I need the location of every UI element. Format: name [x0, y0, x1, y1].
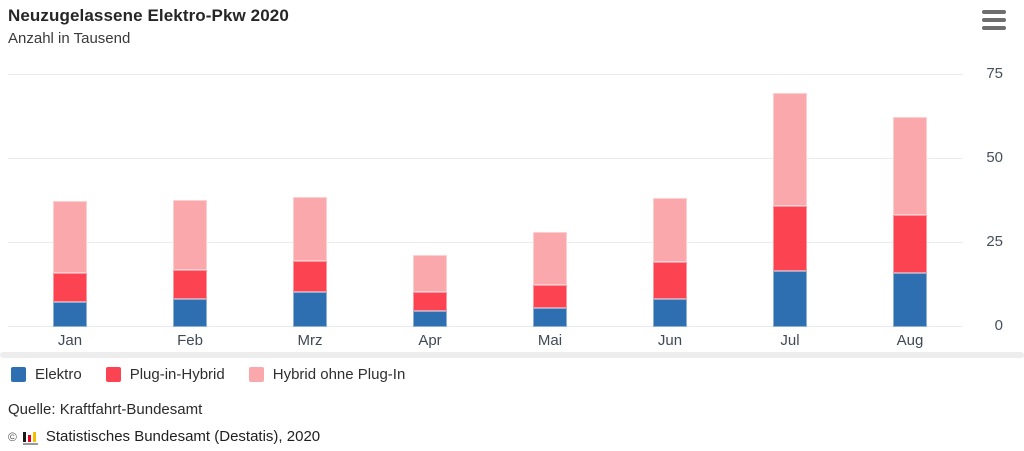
bar-segment-hybrid-ohne-plug-in[interactable]: [53, 200, 87, 273]
x-axis-label-mrz: Mrz: [297, 332, 323, 349]
bar-apr[interactable]: [413, 255, 447, 327]
legend: Elektro Plug-in-Hybrid Hybrid ohne Plug-In: [11, 366, 405, 383]
bar-jan[interactable]: [53, 200, 87, 327]
legend-swatch-icon: [105, 367, 121, 382]
bar-mrz[interactable]: [293, 197, 327, 327]
hamburger-icon: [982, 10, 1006, 14]
bar-segment-hybrid-ohne-plug-in[interactable]: [893, 117, 927, 216]
y-axis-tick-label: 0: [994, 317, 1003, 334]
bar-segment-elektro[interactable]: [413, 310, 447, 327]
bar-segment-elektro[interactable]: [893, 272, 927, 327]
copyright-text: Statistisches Bundesamt (Destatis), 2020: [45, 428, 321, 445]
bar-aug[interactable]: [893, 117, 927, 327]
copyright-note: © Statistisches Bundesamt (Destatis), 20…: [8, 428, 320, 445]
copyright-symbol: ©: [8, 429, 17, 444]
chart-title: Neuzugelassene Elektro-Pkw 2020: [8, 6, 289, 25]
y-axis-tick-label: 25: [986, 233, 1003, 250]
x-axis-label-jun: Jun: [657, 332, 683, 349]
bar-segment-hybrid-ohne-plug-in[interactable]: [773, 93, 807, 207]
y-axis-tick-label: 50: [986, 149, 1003, 166]
gridline-75: [8, 74, 963, 75]
scrollbar-track[interactable]: [0, 352, 1024, 358]
legend-label: Plug-in-Hybrid: [129, 366, 225, 383]
legend-label: Hybrid ohne Plug-In: [272, 366, 406, 383]
bar-segment-elektro[interactable]: [293, 292, 327, 327]
legend-item-plug-in-hybrid[interactable]: Plug-in-Hybrid: [105, 366, 225, 383]
x-axis-label-mai: Mai: [537, 332, 563, 349]
y-axis-tick-label: 75: [986, 65, 1003, 82]
x-axis-label-feb: Feb: [177, 332, 203, 349]
bar-segment-elektro[interactable]: [53, 301, 87, 327]
gridline-25: [8, 242, 963, 243]
legend-swatch-icon: [11, 367, 26, 382]
bar-segment-plug-in-hybrid[interactable]: [653, 262, 687, 300]
legend-item-elektro[interactable]: Elektro: [11, 366, 82, 383]
x-axis-label-jan: Jan: [57, 332, 83, 349]
gridline-50: [8, 158, 963, 159]
bar-jun[interactable]: [653, 197, 687, 327]
source-note: Quelle: Kraftfahrt-Bundesamt: [8, 401, 203, 418]
legend-label: Elektro: [35, 366, 82, 383]
bar-segment-hybrid-ohne-plug-in[interactable]: [533, 231, 567, 286]
legend-swatch-icon: [248, 367, 264, 382]
legend-item-hybrid-ohne-plug-in[interactable]: Hybrid ohne Plug-In: [248, 366, 406, 383]
bar-segment-plug-in-hybrid[interactable]: [773, 206, 807, 271]
bar-segment-hybrid-ohne-plug-in[interactable]: [293, 197, 327, 262]
bar-segment-plug-in-hybrid[interactable]: [893, 215, 927, 273]
bar-segment-hybrid-ohne-plug-in[interactable]: [653, 197, 687, 263]
x-axis-label-aug: Aug: [896, 332, 924, 349]
bar-segment-elektro[interactable]: [533, 308, 567, 327]
bar-mai[interactable]: [533, 231, 567, 327]
bar-segment-elektro[interactable]: [173, 299, 207, 327]
bar-segment-plug-in-hybrid[interactable]: [53, 272, 87, 302]
bar-segment-plug-in-hybrid[interactable]: [293, 261, 327, 293]
bar-segment-plug-in-hybrid[interactable]: [173, 269, 207, 300]
x-axis-label-jul: Jul: [780, 332, 800, 349]
chart-subtitle: Anzahl in Tausend: [8, 30, 131, 47]
bar-segment-hybrid-ohne-plug-in[interactable]: [413, 255, 447, 293]
menu-button[interactable]: [982, 10, 1006, 30]
bar-segment-hybrid-ohne-plug-in[interactable]: [173, 199, 207, 270]
x-axis-label-apr: Apr: [418, 332, 442, 349]
bar-segment-plug-in-hybrid[interactable]: [413, 292, 447, 311]
bar-jul[interactable]: [773, 93, 807, 327]
destatis-logo-icon: [22, 431, 40, 445]
bar-feb[interactable]: [173, 199, 207, 327]
bar-segment-elektro[interactable]: [653, 299, 687, 327]
bar-segment-plug-in-hybrid[interactable]: [533, 285, 567, 309]
gridline-0: [8, 326, 963, 327]
bar-segment-elektro[interactable]: [773, 270, 807, 327]
